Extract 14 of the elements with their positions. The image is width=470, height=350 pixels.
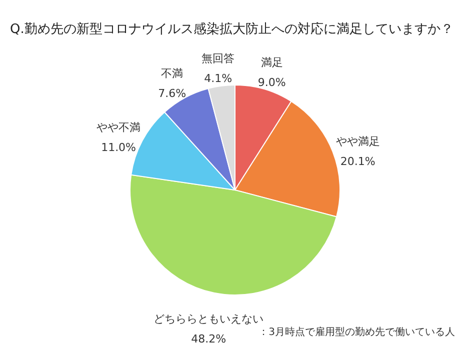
text: ：3月時点で雇用型の勤め先で働いている人 bbox=[258, 326, 455, 338]
data-label: 4.1% bbox=[204, 72, 232, 86]
slice-label: 不満 bbox=[161, 66, 184, 80]
data-label: 20.1% bbox=[340, 154, 376, 168]
data-label: 9.0% bbox=[258, 76, 286, 90]
data-label: 11.0% bbox=[101, 140, 136, 154]
data-label: 7.6% bbox=[158, 86, 186, 100]
slice-label: 満足 bbox=[260, 56, 283, 70]
data-label: 48.2% bbox=[191, 332, 226, 346]
slice-label: 無回答 bbox=[202, 52, 235, 66]
slice-label: やや不満 bbox=[96, 120, 141, 134]
slice-label: やや満足 bbox=[336, 134, 380, 148]
slice-label: どちららともいえない bbox=[154, 312, 264, 326]
chart-title: Q.勤め先の新型コロナウイルス感染拡大防止への対応に満足していますか？ bbox=[10, 21, 454, 37]
